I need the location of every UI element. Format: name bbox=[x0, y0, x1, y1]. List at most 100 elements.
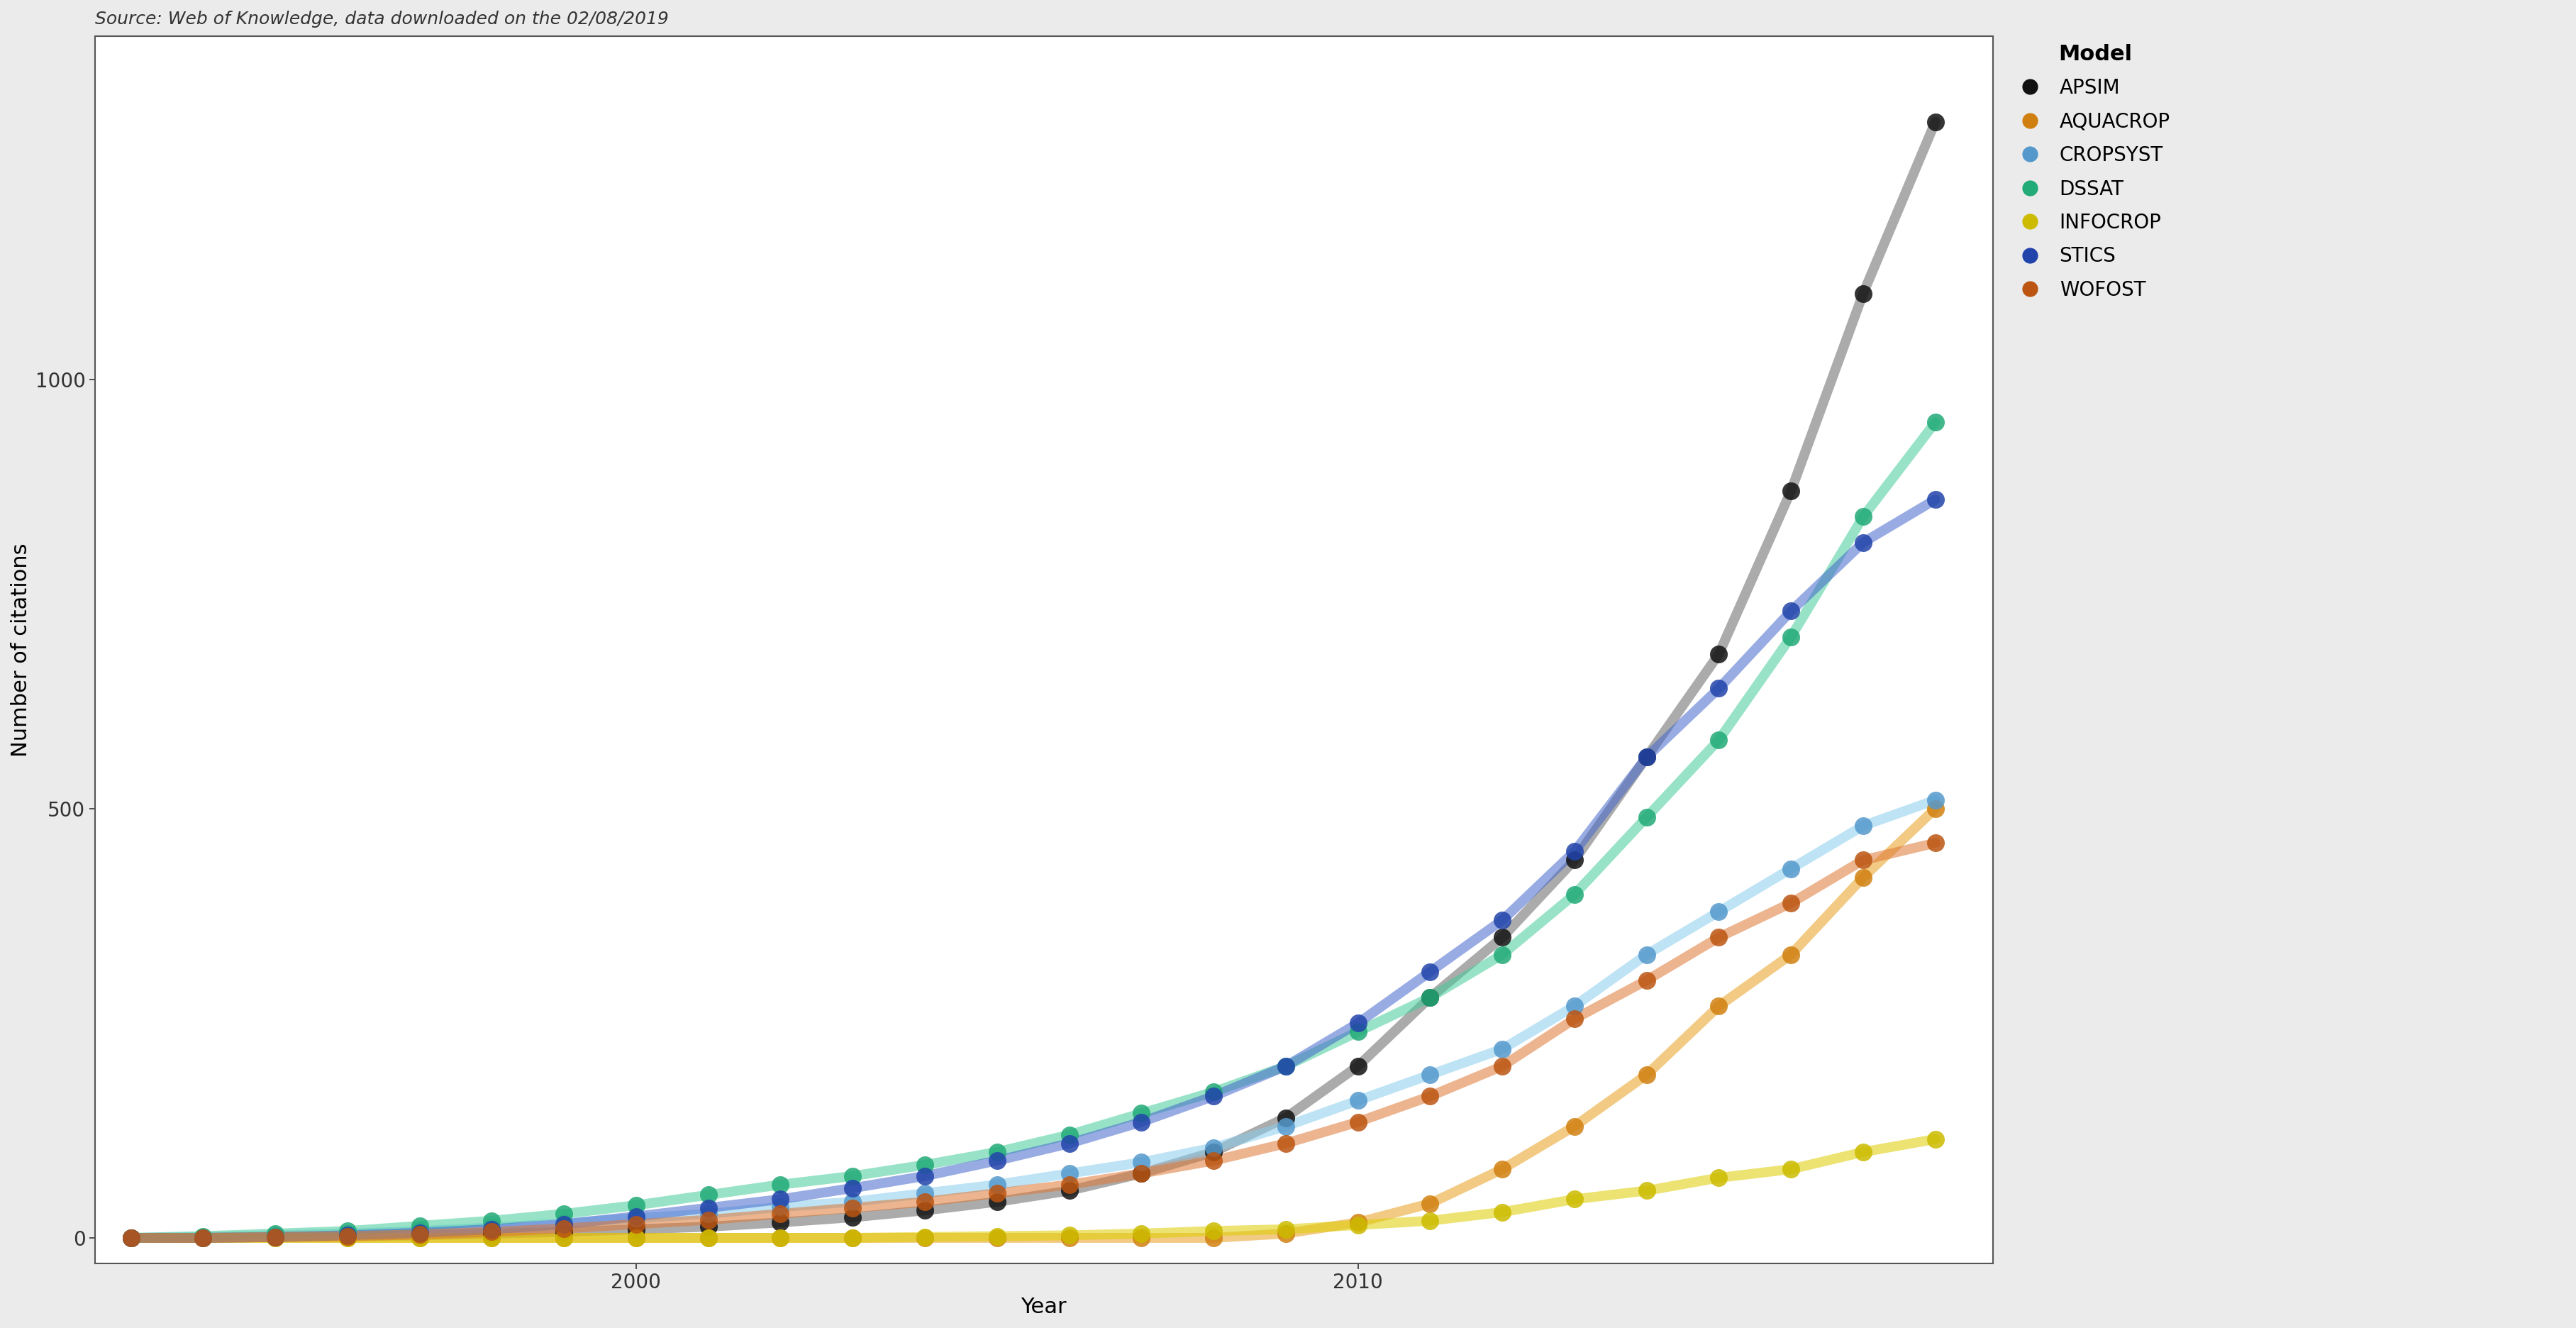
AQUACROP bbox=[404, 1230, 435, 1246]
APSIM bbox=[1054, 1183, 1084, 1199]
APSIM bbox=[837, 1210, 868, 1226]
INFOCROP bbox=[1486, 1204, 1517, 1220]
WOFOST bbox=[1198, 1153, 1229, 1169]
INFOCROP bbox=[404, 1230, 435, 1246]
X-axis label: Year: Year bbox=[1020, 1296, 1066, 1317]
Line: INFOCROP: INFOCROP bbox=[121, 1130, 1945, 1247]
AQUACROP bbox=[1342, 1214, 1373, 1230]
CROPSYST bbox=[765, 1199, 796, 1215]
APSIM bbox=[1631, 749, 1662, 765]
AQUACROP bbox=[765, 1230, 796, 1246]
CROPSYST bbox=[1486, 1041, 1517, 1057]
STICS bbox=[477, 1222, 507, 1238]
CROPSYST bbox=[1054, 1166, 1084, 1182]
CROPSYST bbox=[693, 1206, 724, 1222]
INFOCROP bbox=[1270, 1222, 1301, 1238]
WOFOST bbox=[837, 1201, 868, 1216]
DSSAT bbox=[765, 1177, 796, 1193]
APSIM bbox=[188, 1230, 219, 1246]
AQUACROP bbox=[1198, 1230, 1229, 1246]
WOFOST bbox=[1775, 895, 1806, 911]
Line: DSSAT: DSSAT bbox=[121, 413, 1945, 1247]
STICS bbox=[1270, 1058, 1301, 1074]
DSSAT bbox=[1414, 989, 1445, 1005]
INFOCROP bbox=[1775, 1161, 1806, 1177]
APSIM bbox=[1775, 483, 1806, 499]
DSSAT bbox=[909, 1157, 940, 1173]
STICS bbox=[1342, 1016, 1373, 1032]
WOFOST bbox=[1054, 1177, 1084, 1193]
AQUACROP bbox=[116, 1230, 147, 1246]
WOFOST bbox=[188, 1230, 219, 1246]
AQUACROP bbox=[260, 1230, 291, 1246]
CROPSYST bbox=[1558, 999, 1589, 1015]
AQUACROP bbox=[477, 1230, 507, 1246]
DSSAT bbox=[1558, 887, 1589, 903]
STICS bbox=[404, 1224, 435, 1240]
Legend: APSIM, AQUACROP, CROPSYST, DSSAT, INFOCROP, STICS, WOFOST: APSIM, AQUACROP, CROPSYST, DSSAT, INFOCR… bbox=[2012, 36, 2177, 308]
CROPSYST bbox=[1198, 1139, 1229, 1155]
INFOCROP bbox=[1847, 1143, 1878, 1159]
INFOCROP bbox=[116, 1230, 147, 1246]
Line: AQUACROP: AQUACROP bbox=[121, 799, 1945, 1247]
DSSAT bbox=[1631, 809, 1662, 825]
CROPSYST bbox=[837, 1194, 868, 1210]
AQUACROP bbox=[1054, 1230, 1084, 1246]
AQUACROP bbox=[837, 1230, 868, 1246]
DSSAT bbox=[332, 1223, 363, 1239]
INFOCROP bbox=[1126, 1226, 1157, 1242]
AQUACROP bbox=[1631, 1066, 1662, 1082]
WOFOST bbox=[1703, 930, 1734, 946]
WOFOST bbox=[116, 1230, 147, 1246]
WOFOST bbox=[1486, 1058, 1517, 1074]
STICS bbox=[260, 1228, 291, 1244]
DSSAT bbox=[693, 1187, 724, 1203]
CROPSYST bbox=[1631, 947, 1662, 963]
DSSAT bbox=[981, 1143, 1012, 1159]
STICS bbox=[1631, 749, 1662, 765]
DSSAT bbox=[1198, 1084, 1229, 1100]
INFOCROP bbox=[693, 1230, 724, 1246]
AQUACROP bbox=[909, 1230, 940, 1246]
WOFOST bbox=[1414, 1088, 1445, 1104]
STICS bbox=[332, 1227, 363, 1243]
Text: Source: Web of Knowledge, data downloaded on the 02/08/2019: Source: Web of Knowledge, data downloade… bbox=[95, 11, 667, 28]
INFOCROP bbox=[260, 1230, 291, 1246]
STICS bbox=[1847, 534, 1878, 550]
STICS bbox=[765, 1191, 796, 1207]
AQUACROP bbox=[549, 1230, 580, 1246]
APSIM bbox=[621, 1222, 652, 1238]
AQUACROP bbox=[1558, 1118, 1589, 1134]
STICS bbox=[909, 1169, 940, 1185]
AQUACROP bbox=[1919, 801, 1950, 817]
APSIM bbox=[404, 1227, 435, 1243]
APSIM bbox=[1342, 1058, 1373, 1074]
WOFOST bbox=[1126, 1166, 1157, 1182]
CROPSYST bbox=[1919, 791, 1950, 807]
DSSAT bbox=[116, 1230, 147, 1246]
CROPSYST bbox=[621, 1210, 652, 1226]
WOFOST bbox=[549, 1220, 580, 1236]
CROPSYST bbox=[909, 1186, 940, 1202]
STICS bbox=[1703, 680, 1734, 696]
AQUACROP bbox=[621, 1230, 652, 1246]
WOFOST bbox=[1919, 835, 1950, 851]
DSSAT bbox=[1775, 629, 1806, 645]
CROPSYST bbox=[1270, 1118, 1301, 1134]
STICS bbox=[1054, 1135, 1084, 1151]
WOFOST bbox=[477, 1224, 507, 1240]
APSIM bbox=[981, 1194, 1012, 1210]
AQUACROP bbox=[1703, 999, 1734, 1015]
STICS bbox=[116, 1230, 147, 1246]
APSIM bbox=[1703, 647, 1734, 663]
INFOCROP bbox=[909, 1228, 940, 1244]
Line: WOFOST: WOFOST bbox=[121, 834, 1945, 1247]
DSSAT bbox=[837, 1169, 868, 1185]
AQUACROP bbox=[693, 1230, 724, 1246]
WOFOST bbox=[765, 1206, 796, 1222]
WOFOST bbox=[693, 1212, 724, 1228]
APSIM bbox=[116, 1230, 147, 1246]
INFOCROP bbox=[837, 1230, 868, 1246]
Y-axis label: Number of citations: Number of citations bbox=[10, 543, 31, 757]
WOFOST bbox=[909, 1194, 940, 1210]
